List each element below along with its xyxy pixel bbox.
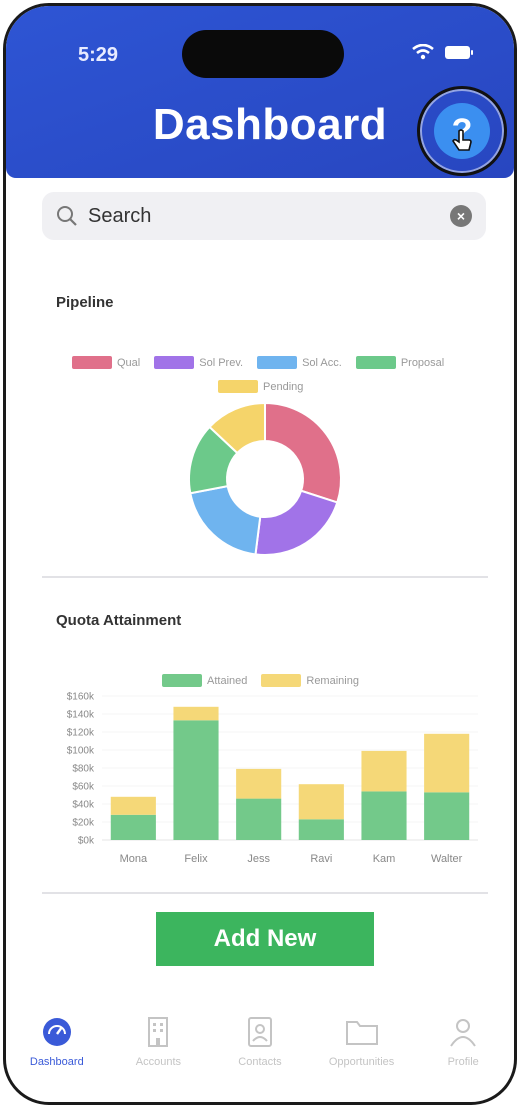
quota-bar-chart: $0k $20k $40k $60k $80k $100k $120k $140k $160k M… xyxy=(67,692,478,865)
search-icon xyxy=(57,206,77,226)
y-tick-label: $100k xyxy=(67,746,95,757)
add-new-button[interactable]: Add New xyxy=(156,912,374,966)
contact-card-icon xyxy=(247,1017,272,1047)
legend-label: Qual xyxy=(117,356,141,369)
y-tick-label: $60k xyxy=(72,782,95,793)
legend-item-proposal: Proposal xyxy=(355,356,445,369)
legend-label: Remaining xyxy=(306,674,359,687)
donut-slice-sol-acc xyxy=(189,484,262,556)
legend-label: Proposal xyxy=(400,356,445,369)
bar-remaining-felix xyxy=(173,706,219,721)
x-tick-label: Felix xyxy=(184,853,208,865)
status-icons xyxy=(412,44,474,60)
tab-profile[interactable]: Profile xyxy=(412,1016,514,1096)
pipeline-legend-row2: Pending xyxy=(218,380,317,393)
tab-dashboard[interactable]: Dashboard xyxy=(6,1016,108,1096)
tab-accounts[interactable]: Accounts xyxy=(108,1016,210,1096)
legend-item-sol-acc: Sol Acc. xyxy=(257,356,342,369)
x-tick-label: Ravi xyxy=(310,853,332,865)
legend-item-remaining: Remaining xyxy=(261,674,359,687)
tab-opportunities[interactable]: Opportunities xyxy=(311,1016,413,1096)
legend-item-pending: Pending xyxy=(218,380,303,393)
battery-icon xyxy=(445,45,473,59)
tab-label: Opportunities xyxy=(328,1056,395,1068)
search-bar[interactable]: Search × xyxy=(42,192,486,240)
donut-slice-pending xyxy=(208,401,266,455)
tab-label: Contacts xyxy=(238,1056,282,1068)
y-tick-label: $0k xyxy=(78,836,95,847)
help-icon: ? xyxy=(434,103,490,159)
quota-legend: Attained Remaining xyxy=(162,674,373,687)
bar-attained-walter xyxy=(424,792,470,840)
x-tick-label: Walter xyxy=(431,853,463,865)
bar-remaining-ravi xyxy=(298,784,344,820)
donut-slice-qual xyxy=(264,401,342,504)
bar-remaining-kam xyxy=(361,750,407,792)
bar-attained-mona xyxy=(110,814,156,840)
x-tick-label: Kam xyxy=(373,853,396,865)
search-input[interactable]: Search xyxy=(88,204,152,227)
tab-bar: Dashboard Accounts Contacts Opportunit xyxy=(6,1016,514,1096)
tab-label: Dashboard xyxy=(29,1056,84,1068)
y-tick-label: $80k xyxy=(72,764,95,775)
status-time: 5:29 xyxy=(78,44,119,66)
section-divider xyxy=(42,892,488,894)
pointer-hand-icon xyxy=(452,129,472,151)
legend-swatch xyxy=(162,674,202,687)
x-tick-label: Mona xyxy=(120,853,148,865)
wifi-icon xyxy=(412,44,434,60)
y-tick-label: $20k xyxy=(72,818,95,829)
dynamic-island xyxy=(182,30,344,78)
dashboard-gauge-icon xyxy=(42,1018,71,1046)
section-divider xyxy=(42,576,488,578)
clear-search-icon[interactable]: × xyxy=(450,205,472,227)
legend-item-qual: Qual xyxy=(72,356,140,369)
legend-swatch xyxy=(261,674,302,687)
legend-item-attained: Attained xyxy=(162,674,247,687)
bar-attained-kam xyxy=(361,791,407,840)
legend-swatch xyxy=(355,356,396,369)
legend-swatch xyxy=(154,356,195,369)
bar-attained-felix xyxy=(173,720,219,840)
legend-item-sol-prev: Sol Prev. xyxy=(154,356,243,369)
legend-swatch xyxy=(72,356,112,369)
tab-label: Profile xyxy=(447,1056,479,1068)
legend-swatch xyxy=(218,380,258,393)
legend-label: Attained xyxy=(207,674,248,687)
donut-slice-sol-prev xyxy=(254,489,339,556)
legend-label: Sol Acc. xyxy=(302,356,342,369)
tab-contacts[interactable]: Contacts xyxy=(209,1016,311,1096)
y-tick-label: $160k xyxy=(67,692,95,703)
pipeline-donut-chart xyxy=(188,401,342,556)
page-title: Dashboard xyxy=(152,100,388,149)
bar-remaining-jess xyxy=(236,768,282,799)
quota-title: Quota Attainment xyxy=(56,612,182,629)
bar-remaining-mona xyxy=(110,796,156,815)
tab-label: Accounts xyxy=(135,1056,182,1068)
bar-attained-ravi xyxy=(298,819,344,840)
folder-icon xyxy=(345,1021,378,1045)
y-tick-label: $120k xyxy=(67,728,95,739)
building-icon xyxy=(148,1017,169,1047)
bar-remaining-walter xyxy=(424,733,470,793)
legend-label: Sol Prev. xyxy=(199,356,244,369)
bar-attained-jess xyxy=(236,798,282,840)
x-tick-label: Jess xyxy=(247,853,270,865)
y-tick-label: $40k xyxy=(72,800,95,811)
header: 5:29 Dashboard ? xyxy=(6,6,514,178)
legend-swatch xyxy=(257,356,298,369)
y-tick-label: $140k xyxy=(67,710,95,721)
person-icon xyxy=(450,1019,477,1047)
help-button[interactable]: ? xyxy=(417,86,507,176)
phone-frame: 5:29 Dashboard ? xyxy=(3,3,517,1105)
pipeline-legend-row1: Qual Sol Prev. Sol Acc. Proposal xyxy=(72,356,458,369)
pipeline-title: Pipeline xyxy=(56,294,114,311)
legend-label: Pending xyxy=(263,380,304,393)
